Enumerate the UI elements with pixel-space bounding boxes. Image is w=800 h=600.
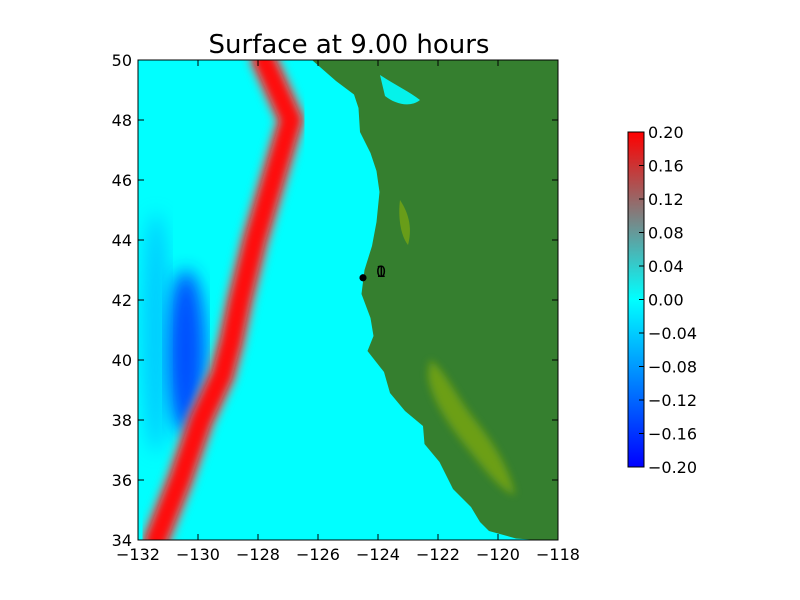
x-tick-label: −124 bbox=[356, 545, 400, 564]
land-mass bbox=[312, 60, 558, 540]
colorbar-tick-label: 0.00 bbox=[648, 291, 684, 310]
puget-sound bbox=[380, 75, 420, 105]
x-tick-label: −128 bbox=[236, 545, 280, 564]
x-tick-label: −132 bbox=[116, 545, 160, 564]
x-tick-label: −122 bbox=[416, 545, 460, 564]
y-tick-label: 46 bbox=[112, 171, 132, 190]
colorbar-tick-label: −0.20 bbox=[648, 458, 697, 477]
surface-field bbox=[140, 60, 307, 540]
y-tick-label: 42 bbox=[112, 291, 132, 310]
y-tick-label: 48 bbox=[112, 111, 132, 130]
x-tick-label: −130 bbox=[176, 545, 220, 564]
colorbar-tick-label: −0.12 bbox=[648, 391, 697, 410]
y-tick-label: 34 bbox=[112, 531, 132, 550]
y-tick-label: 38 bbox=[112, 411, 132, 430]
willamette-valley bbox=[399, 200, 410, 245]
colorbar-tick-label: −0.08 bbox=[648, 358, 697, 377]
y-tick-label: 44 bbox=[112, 231, 132, 250]
x-tick-label: −120 bbox=[476, 545, 520, 564]
chart-title: Surface at 9.00 hours bbox=[209, 30, 490, 60]
gauge-label: 0 bbox=[376, 262, 386, 281]
central-valley bbox=[428, 360, 515, 495]
x-tick-label: −118 bbox=[536, 545, 580, 564]
y-tick-label: 36 bbox=[112, 471, 132, 490]
lowland-areas bbox=[380, 75, 515, 495]
y-tick-label: 50 bbox=[112, 51, 132, 70]
colorbar-tick-label: 0.08 bbox=[648, 224, 684, 243]
colorbar-tick-label: −0.16 bbox=[648, 425, 697, 444]
axes: −132 −130 −128 −126 −124 −122 −120 −118 34 36 38 40… bbox=[112, 51, 580, 564]
plot-area bbox=[138, 60, 558, 540]
trough-halo bbox=[142, 212, 170, 453]
colorbar: 0.20 0.16 0.12 0.08 0.04 0.00 −0.04 −0.08 −0.12 −… bbox=[627, 123, 697, 477]
colorbar-tick-label: 0.20 bbox=[648, 123, 684, 142]
colorbar-tick-label: −0.04 bbox=[648, 324, 697, 343]
colorbar-tick-label: 0.12 bbox=[648, 190, 684, 209]
colorbar-tick-label: 0.04 bbox=[648, 257, 684, 276]
gauge-markers: 01 bbox=[359, 262, 386, 282]
wave-front bbox=[146, 60, 301, 540]
gauge-point bbox=[359, 274, 367, 282]
y-tick-label: 40 bbox=[112, 351, 132, 370]
colorbar-tick-label: 0.16 bbox=[648, 157, 684, 176]
colorbar-ticks: 0.20 0.16 0.12 0.08 0.04 0.00 −0.04 −0.08 −0.12 −… bbox=[639, 123, 697, 477]
gauge-label: 1 bbox=[376, 262, 386, 281]
x-tick-label: −126 bbox=[296, 545, 340, 564]
